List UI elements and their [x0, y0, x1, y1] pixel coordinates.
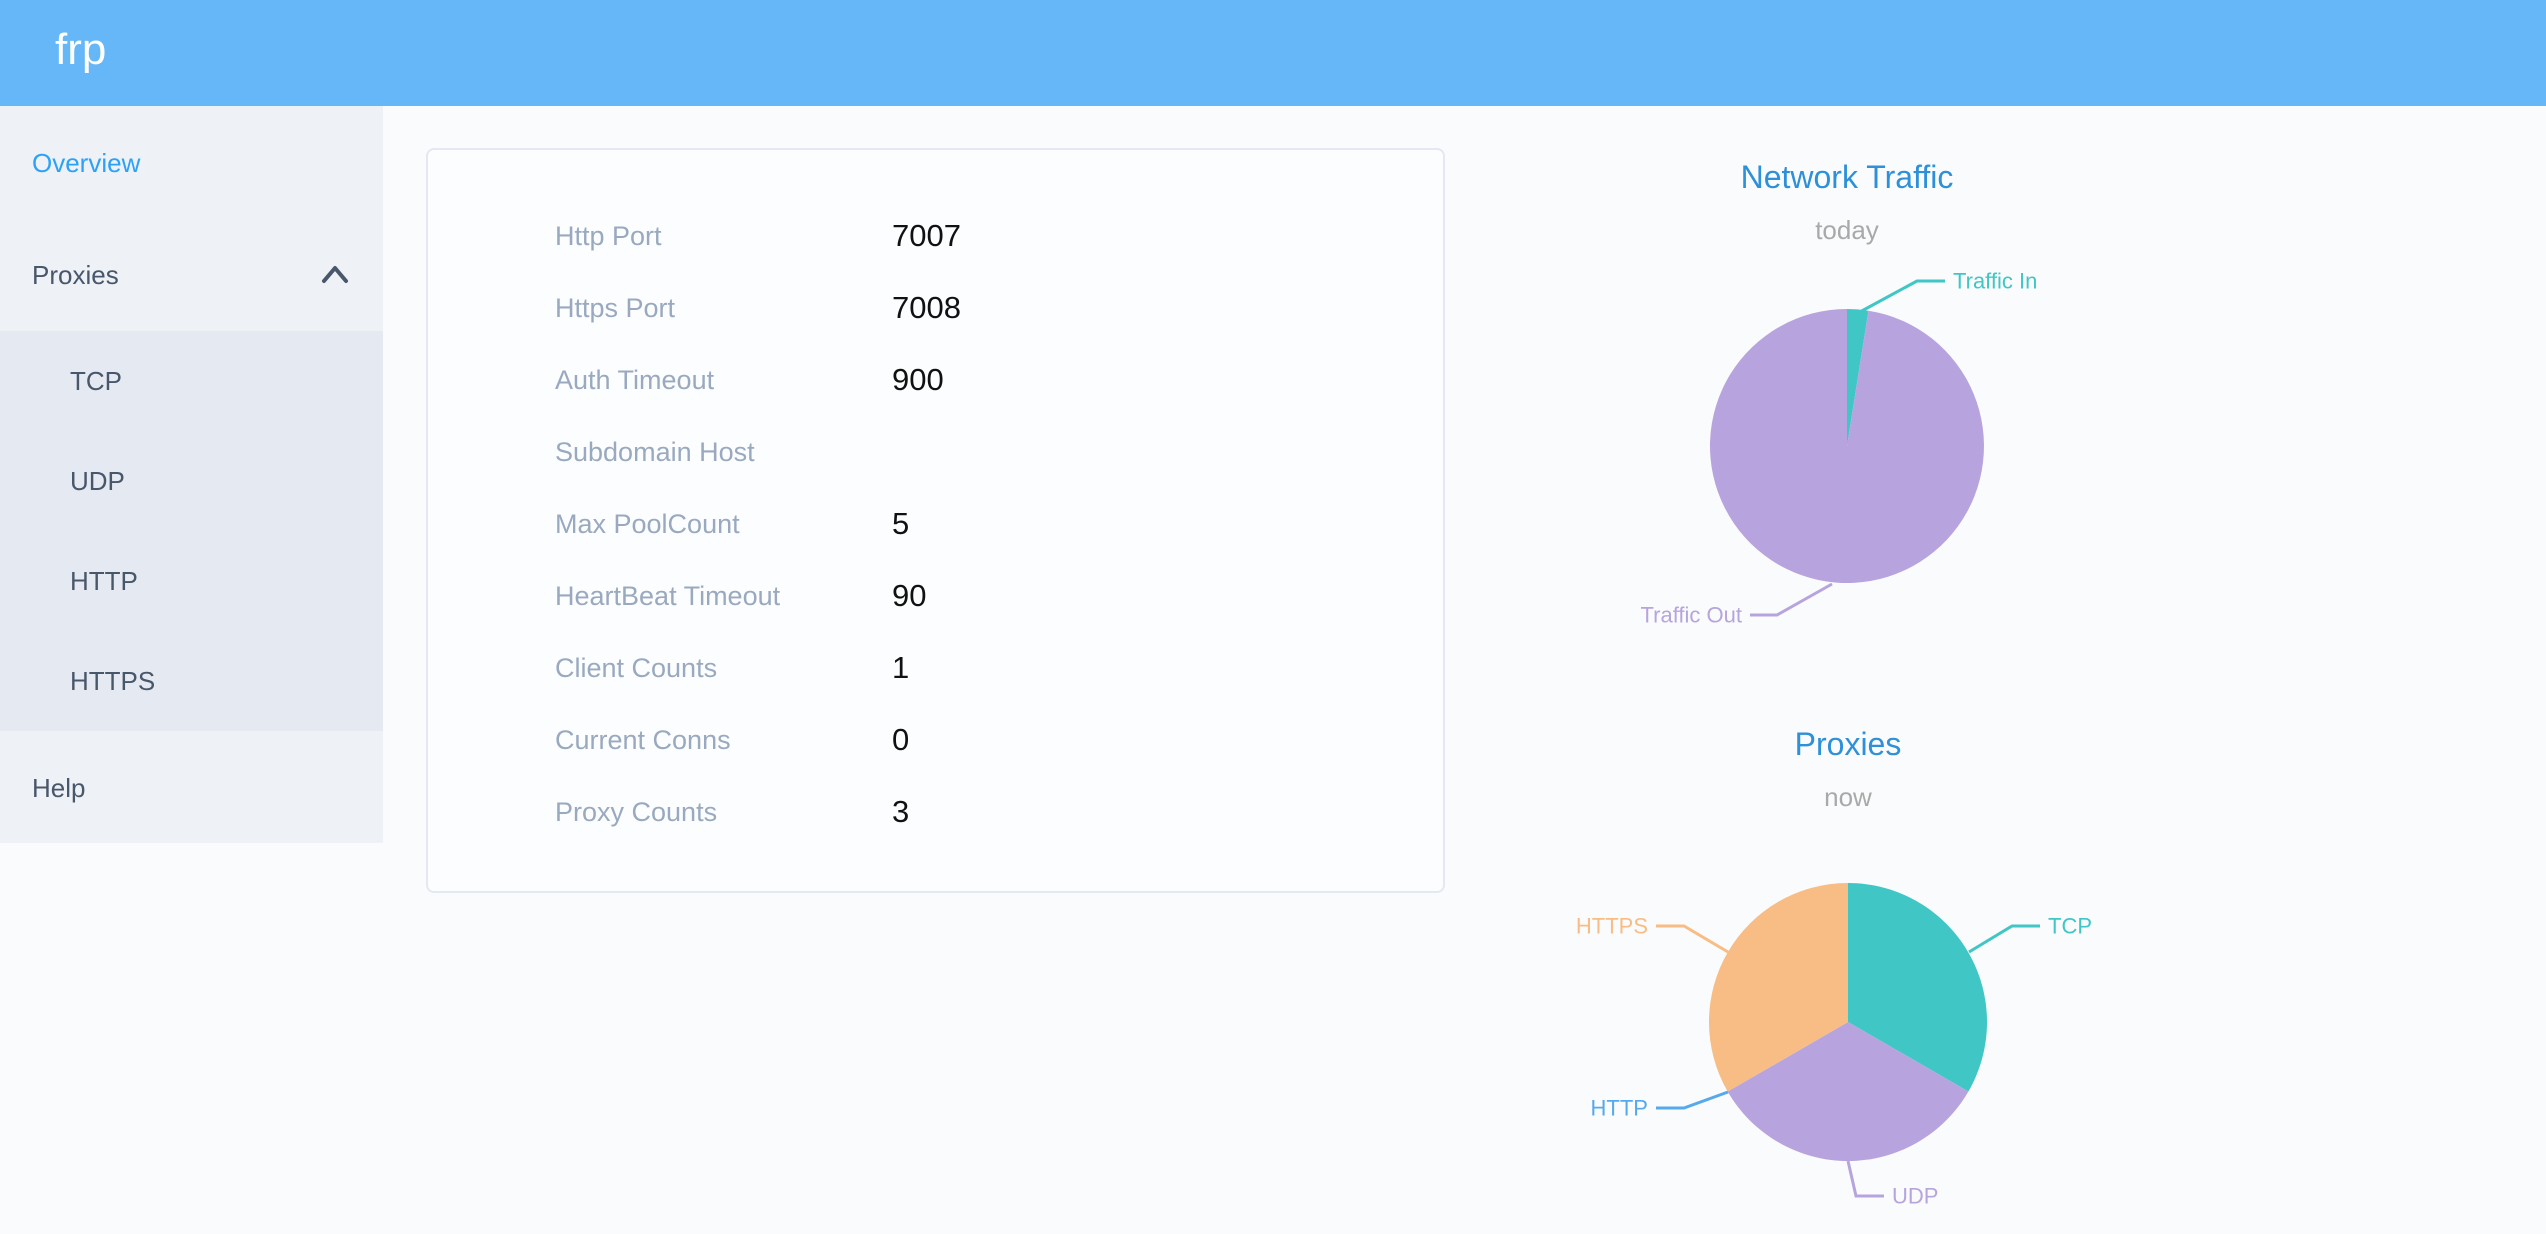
- sidebar-item-proxies[interactable]: Proxies: [32, 257, 383, 293]
- config-value: 3: [892, 794, 910, 829]
- config-row-auth-timeout: Auth Timeout 900: [428, 362, 1443, 398]
- config-value: 900: [892, 362, 944, 397]
- pie-slice-traffic-in[interactable]: [1847, 309, 1869, 446]
- config-row-http-port: Http Port 7007: [428, 218, 1443, 254]
- sidebar-nav: Overview Proxies TCP UDP HTTP HTTPS Help: [0, 106, 383, 843]
- pie-label-line-https: [1656, 924, 1729, 954]
- config-value: 7008: [892, 290, 961, 325]
- sidebar-item-tcp[interactable]: TCP: [70, 366, 122, 396]
- config-row-client-counts: Client Counts 1: [428, 650, 1443, 686]
- sidebar-item-http[interactable]: HTTP: [70, 566, 138, 596]
- config-row-proxy-counts: Proxy Counts 3: [428, 794, 1443, 830]
- pie-label-line-traffic-out: [1750, 582, 1833, 617]
- pie-label-traffic-out: Traffic Out: [1641, 603, 1742, 628]
- sidebar-item-proxies-label: Proxies: [32, 260, 119, 290]
- config-value: 90: [892, 578, 927, 613]
- config-row-https-port: Https Port 7008: [428, 290, 1443, 326]
- pie-label-line-traffic-in: [1857, 279, 1945, 315]
- config-row-heartbeat-timeout: HeartBeat Timeout 90: [428, 578, 1443, 614]
- config-label: Max PoolCount: [555, 509, 740, 539]
- config-value: 5: [892, 506, 910, 541]
- sidebar-item-overview[interactable]: Overview: [32, 148, 141, 178]
- chart-title: Network Traffic: [1741, 159, 1954, 195]
- config-label: Current Conns: [555, 725, 731, 755]
- config-value: 0: [892, 722, 910, 757]
- config-label: HeartBeat Timeout: [555, 581, 781, 611]
- chart-title: Proxies: [1795, 726, 1902, 762]
- config-label: Http Port: [555, 221, 662, 251]
- config-row-subdomain-host: Subdomain Host: [428, 434, 1443, 470]
- pie-label-http: HTTP: [1591, 1096, 1648, 1121]
- config-label: Subdomain Host: [555, 437, 755, 467]
- config-label: Proxy Counts: [555, 797, 718, 827]
- chevron-up-icon: [322, 266, 348, 283]
- config-label: Auth Timeout: [555, 365, 715, 395]
- config-row-current-conns: Current Conns 0: [428, 722, 1443, 758]
- network-traffic-chart: Network Traffic today Traffic In Traffic Ou…: [1641, 159, 2038, 628]
- proxies-chart: Proxies now TCP UDP HTTP HTTPS: [1576, 726, 2092, 1209]
- pie-slice-https[interactable]: [1708, 883, 1848, 1092]
- config-value: 7007: [892, 218, 961, 253]
- sidebar-item-udp[interactable]: UDP: [70, 466, 125, 496]
- server-config-panel: Http Port 7007 Https Port 7008 Auth Time…: [426, 148, 1445, 893]
- pie-label-line-http: [1656, 1090, 1729, 1110]
- pie-label-udp: UDP: [1892, 1184, 1938, 1209]
- sidebar-item-https[interactable]: HTTPS: [70, 666, 156, 696]
- config-label: Https Port: [555, 293, 676, 323]
- sidebar-item-help[interactable]: Help: [32, 773, 86, 803]
- pie-label-line-udp: [1846, 1160, 1884, 1198]
- header-bar: frp: [0, 0, 2546, 106]
- sidebar-submenu: TCP UDP HTTP HTTPS: [0, 331, 383, 731]
- pie-slice-traffic-out[interactable]: [1709, 308, 1984, 583]
- pie-slice-udp[interactable]: [1727, 1022, 1969, 1161]
- pie-label-tcp: TCP: [2048, 914, 2092, 939]
- pie-slice-tcp[interactable]: [1848, 883, 1987, 1092]
- pie-label-line-tcp: [1968, 924, 2040, 954]
- config-row-max-poolcount: Max PoolCount 5: [428, 506, 1443, 542]
- pie-label-https: HTTPS: [1576, 914, 1648, 939]
- app-logo: frp: [55, 25, 107, 74]
- pie-label-traffic-in: Traffic In: [1953, 269, 2037, 294]
- chart-subtitle: today: [1815, 215, 1879, 245]
- config-value: 1: [892, 650, 910, 685]
- config-label: Client Counts: [555, 653, 718, 683]
- chart-subtitle: now: [1824, 782, 1872, 812]
- charts-area: Network Traffic today Traffic In Traffic Ou…: [1576, 159, 2092, 1209]
